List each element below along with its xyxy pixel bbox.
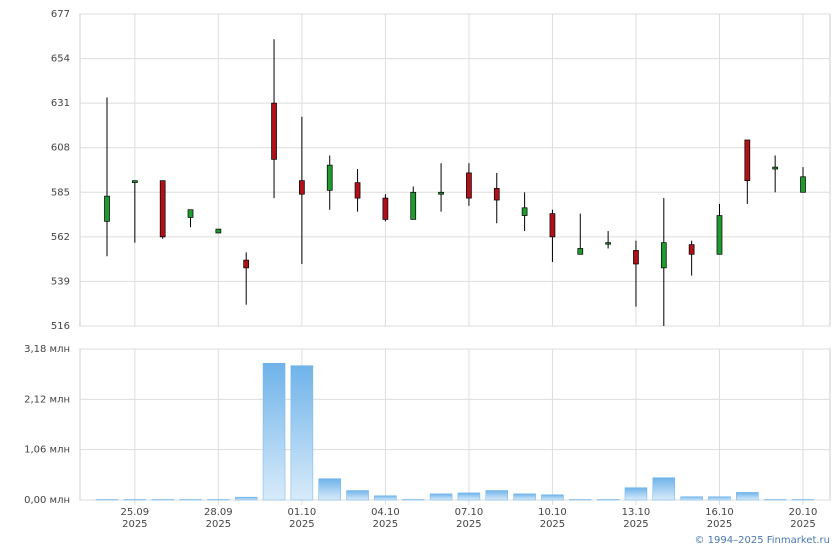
y-tick-label: 654 — [51, 54, 70, 65]
candle-body — [521, 207, 528, 216]
candle-body — [605, 242, 611, 245]
volume-bar — [541, 494, 564, 501]
volume-bar — [262, 362, 286, 501]
candle-body — [772, 166, 779, 170]
candle-body — [215, 228, 222, 234]
x-tick-label: 10.10 2025 — [538, 507, 567, 530]
candle-body — [466, 172, 472, 199]
candle-body — [549, 213, 556, 238]
candle-body — [159, 180, 166, 238]
y-tick-label: 608 — [51, 143, 70, 154]
y-tick-label: 539 — [51, 276, 70, 287]
candle-body — [438, 191, 444, 195]
candle-body — [131, 180, 138, 183]
candle-body — [410, 191, 417, 220]
x-tick-label: 07.10 2025 — [454, 507, 484, 530]
volume-bar — [652, 477, 676, 501]
y-tick-label: 677 — [51, 9, 70, 20]
y-tick-label: 3,18 млн — [24, 344, 70, 355]
price-frame — [79, 13, 831, 327]
x-tick-label: 20.10 2025 — [788, 507, 818, 530]
x-tick-label: 28.09 2025 — [204, 507, 233, 530]
candle-body — [104, 195, 110, 222]
x-tick-label: 04.10 2025 — [371, 507, 400, 530]
candle-body — [800, 176, 806, 193]
candle-body — [187, 209, 194, 218]
volume-bar — [290, 365, 314, 501]
candle-body — [299, 180, 305, 195]
y-tick-label: 516 — [51, 321, 70, 332]
candle-body — [744, 139, 751, 182]
volume-bar — [346, 490, 369, 501]
x-tick-label: 13.10 2025 — [621, 507, 651, 530]
candle-body — [716, 215, 723, 255]
volume-bar — [374, 495, 397, 501]
volume-bar — [680, 496, 703, 501]
candle-body — [493, 188, 500, 201]
candle-body — [382, 197, 389, 220]
volume-bar — [318, 478, 341, 501]
copyright: © 1994–2025 Finmarket.ru — [694, 535, 830, 546]
y-tick-label: 562 — [51, 232, 70, 243]
volume-bar — [708, 496, 731, 501]
candle-body — [633, 250, 639, 265]
x-tick-label: 01.10 2025 — [287, 507, 317, 530]
volume-bar — [429, 493, 453, 501]
y-tick-label: 1,06 млн — [24, 445, 70, 456]
x-tick-label: 16.10 2025 — [705, 507, 734, 530]
volume-bar — [234, 496, 258, 501]
candle-body — [326, 164, 333, 191]
volume-bar — [513, 493, 536, 501]
volume-bar — [624, 487, 648, 501]
candle-body — [354, 182, 361, 199]
y-tick-label: 2,12 млн — [24, 394, 70, 405]
volume-bar — [457, 492, 481, 501]
y-tick-label: 585 — [51, 187, 70, 198]
candle-body — [271, 102, 277, 160]
candle-body — [688, 244, 695, 255]
y-tick-label: 631 — [51, 98, 70, 109]
candle-body — [243, 259, 250, 269]
x-tick-label: 25.09 2025 — [120, 507, 150, 530]
candle-body — [660, 242, 667, 269]
volume-frame — [79, 348, 831, 501]
volume-bar — [736, 492, 759, 501]
candle-body — [577, 248, 584, 255]
y-tick-label: 0,00 млн — [24, 495, 70, 506]
volume-bar — [485, 490, 509, 501]
